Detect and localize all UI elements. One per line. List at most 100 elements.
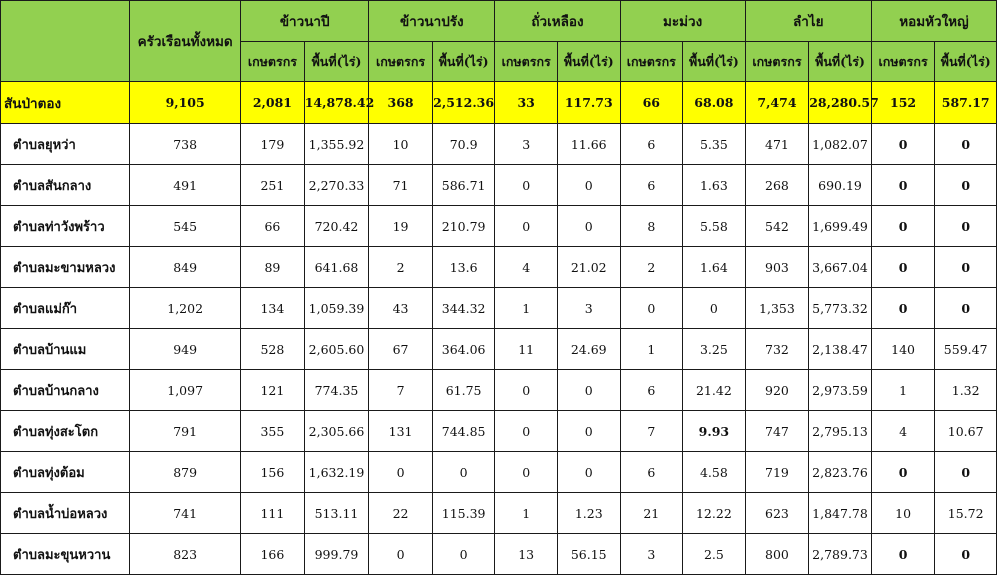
table-cell: 800 [744, 533, 810, 575]
table-cell: 210.79 [431, 205, 496, 247]
table-cell: 364.06 [431, 328, 496, 370]
table-cell: 15.72 [934, 492, 997, 534]
total-cell: 152 [870, 81, 936, 124]
table-cell: 2 [619, 246, 684, 288]
table-cell: 0 [870, 451, 936, 493]
table-cell: 744.85 [431, 410, 496, 452]
table-cell: 0 [870, 246, 936, 288]
table-body: สันป่าตอง 9,105 2,081 14,878.42 368 2,512.36 3… [0, 81, 997, 575]
table-row: ตำบลบ้านกลาง 1,097 121 774.35 7 61.75 0 0 6 21.42… [0, 369, 997, 411]
table-cell: 66 [240, 205, 305, 247]
table-cell: 1,699.49 [808, 205, 872, 247]
total-cell: 68.08 [682, 81, 746, 124]
header-area: พื้นที่(ไร่) [303, 41, 370, 82]
households-cell: 879 [129, 451, 242, 493]
subdistrict-name: ตำบลทุ่งสะโตก [0, 410, 131, 452]
households-cell: 741 [129, 492, 242, 534]
table-cell: 719 [744, 451, 810, 493]
households-cell: 949 [129, 328, 242, 370]
table-cell: 8 [619, 205, 684, 247]
table-cell: 21 [619, 492, 684, 534]
table-cell: 3 [619, 533, 684, 575]
table-cell: 21.42 [682, 369, 746, 411]
table-cell: 1,632.19 [303, 451, 370, 493]
subdistrict-name: ตำบลมะขุนหวาน [0, 533, 131, 575]
table-cell: 747 [744, 410, 810, 452]
table-cell: 21.02 [556, 246, 621, 288]
header-farmers: เกษตรกร [494, 41, 558, 82]
table-cell: 1,355.92 [303, 123, 370, 165]
table-cell: 0 [934, 451, 997, 493]
table-row: ตำบลสันกลาง 491 251 2,270.33 71 586.71 0 0 6 1.63… [0, 164, 997, 206]
total-cell: 66 [619, 81, 684, 124]
table-cell: 0 [870, 287, 936, 329]
households-cell: 738 [129, 123, 242, 165]
total-cell: 2,081 [240, 81, 305, 124]
table-cell: 9.93 [682, 410, 746, 452]
table-cell: 7 [619, 410, 684, 452]
table-cell: 0 [556, 451, 621, 493]
subdistrict-name: ตำบลบ้านกลาง [0, 369, 131, 411]
table-cell: 559.47 [934, 328, 997, 370]
header-farmers: เกษตรกร [368, 41, 433, 82]
table-cell: 732 [744, 328, 810, 370]
header-farmers: เกษตรกร [619, 41, 684, 82]
table-row: ตำบลทุ่งต้อม 879 156 1,632.19 0 0 0 0 6 4.58 719 2,… [0, 451, 997, 493]
table-cell: 0 [934, 246, 997, 288]
table-cell: 0 [431, 533, 496, 575]
table-cell: 1 [494, 492, 558, 534]
table-cell: 0 [368, 533, 433, 575]
table-cell: 4 [494, 246, 558, 288]
total-cell: 7,474 [744, 81, 810, 124]
table-cell: 2,605.60 [303, 328, 370, 370]
households-cell: 545 [129, 205, 242, 247]
table-row: ตำบลน้ำบ่อหลวง 741 111 513.11 22 115.39 1 1.23 2… [0, 492, 997, 534]
table-cell: 1.63 [682, 164, 746, 206]
table-cell: 131 [368, 410, 433, 452]
subdistrict-name: ตำบลน้ำบ่อหลวง [0, 492, 131, 534]
table-cell: 0 [934, 533, 997, 575]
table-row: ตำบลทุ่งสะโตก 791 355 2,305.66 131 744.85 0 0 7 9… [0, 410, 997, 452]
table-cell: 1 [619, 328, 684, 370]
table-cell: 12.22 [682, 492, 746, 534]
header-area: พื้นที่(ไร่) [934, 41, 997, 82]
total-cell: 117.73 [556, 81, 621, 124]
table-cell: 528 [240, 328, 305, 370]
table-cell: 3 [556, 287, 621, 329]
table-cell: 355 [240, 410, 305, 452]
table-cell: 0 [619, 287, 684, 329]
table-cell: 0 [494, 369, 558, 411]
subdistrict-name: ตำบลท่าวังพร้าว [0, 205, 131, 247]
households-cell: 1,202 [129, 287, 242, 329]
subdistrict-name: ตำบลทุ่งต้อม [0, 451, 131, 493]
table-cell: 344.32 [431, 287, 496, 329]
table-cell: 0 [556, 410, 621, 452]
table-cell: 0 [682, 287, 746, 329]
table-cell: 7 [368, 369, 433, 411]
table-row: ตำบลมะขามหลวง 849 89 641.68 2 13.6 4 21.02 2 1.64… [0, 246, 997, 288]
header-farmers: เกษตรกร [240, 41, 305, 82]
table-cell: 471 [744, 123, 810, 165]
table-cell: 156 [240, 451, 305, 493]
table-cell: 920 [744, 369, 810, 411]
table-cell: 0 [494, 205, 558, 247]
header-crop: ถั่วเหลือง [494, 0, 621, 42]
table-cell: 0 [556, 369, 621, 411]
table-cell: 61.75 [431, 369, 496, 411]
table-cell: 1,082.07 [808, 123, 872, 165]
table-cell: 0 [556, 205, 621, 247]
table-cell: 13.6 [431, 246, 496, 288]
households-cell: 491 [129, 164, 242, 206]
table-cell: 0 [431, 451, 496, 493]
header-area: พื้นที่(ไร่) [556, 41, 621, 82]
table-cell: 11 [494, 328, 558, 370]
table-cell: 1,353 [744, 287, 810, 329]
table-cell: 2,973.59 [808, 369, 872, 411]
header-area: พื้นที่(ไร่) [431, 41, 496, 82]
header-households: ครัวเรือนทั้งหมด [129, 0, 242, 82]
table-cell: 0 [870, 205, 936, 247]
total-cell: 33 [494, 81, 558, 124]
table-cell: 0 [870, 123, 936, 165]
table-cell: 641.68 [303, 246, 370, 288]
